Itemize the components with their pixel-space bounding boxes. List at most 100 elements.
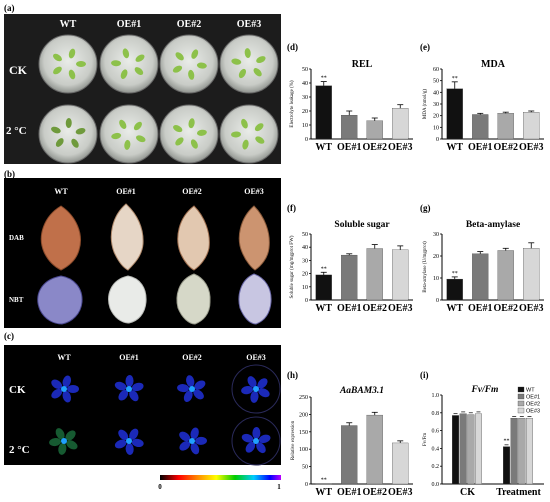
seedling [68, 69, 76, 80]
fluorescent-leaf [51, 388, 63, 399]
leaf-col-oe3: OE#3 [244, 187, 264, 196]
leaf-col-oe2: OE#2 [182, 187, 202, 196]
fluorescent-leaf [55, 428, 65, 440]
pot-outline [231, 416, 281, 466]
fluorescent-leaf [118, 389, 129, 401]
legend-label: OE#2 [526, 402, 540, 408]
fluorescent-leaf [241, 433, 254, 443]
fluorescent-leaf [131, 438, 144, 448]
petri-dish [159, 104, 219, 164]
seedling [196, 129, 207, 136]
bar [341, 254, 358, 301]
seedling [190, 139, 198, 149]
bar [467, 414, 475, 485]
fluorescent-leaf [114, 439, 127, 449]
seedling [231, 131, 242, 138]
chart-e-mda: MDA 0 10 20 30 40 50 60 MDA (nmol/g) ** WT OE#1 OE#2… [423, 59, 544, 153]
fluorescent-core [61, 386, 67, 392]
y-tick-label: 0.8 [432, 411, 440, 417]
y-tick-label: 0 [436, 137, 439, 143]
y-tick-label: 0 [305, 482, 308, 488]
leaf-col-oe1: OE#1 [116, 187, 136, 196]
leaf-dab-wt [40, 205, 81, 271]
chart-d-rel: REL 0 10 20 30 40 50 Electrolyte leakage (%) ** W… [290, 59, 413, 153]
petri-dish [99, 34, 159, 94]
chart-title: Fv/Fm [471, 385, 499, 395]
x-tick-label: OE#2 [494, 142, 518, 153]
chart-title: REL [352, 59, 373, 70]
bar [503, 446, 510, 485]
seedling [253, 68, 262, 77]
bar [497, 113, 514, 140]
y-tick-label: 0 [436, 298, 439, 304]
bar [392, 108, 409, 140]
bar [518, 417, 526, 485]
seedling [241, 118, 248, 129]
y-tick-label: 30 [433, 232, 439, 238]
seedling [175, 52, 184, 61]
fluorescent-leaf [62, 375, 71, 388]
y-tick-label: 0 [305, 137, 308, 143]
leaf-nbt-oe3 [238, 273, 272, 325]
seedling [242, 139, 249, 150]
y-tick-label: 20 [433, 114, 439, 120]
y-tick-label: 40 [302, 81, 308, 87]
y-tick-label: 0.0 [432, 482, 440, 488]
y-tick-label: 0 [305, 298, 308, 304]
chart-title: Beta-amylase [466, 220, 520, 230]
y-tick-label: 100 [299, 447, 308, 453]
plate-col-wt: WT [60, 19, 77, 30]
fluor-col-oe3: OE#3 [246, 353, 266, 362]
fluorescent-core [126, 438, 132, 444]
seedling-plates-photo: WT OE#1 OE#2 OE#3 CK 2 °C [4, 14, 281, 164]
fluorescent-leaf [125, 375, 134, 388]
fluorescent-core [61, 438, 67, 444]
y-tick-label: 60 [433, 67, 439, 73]
chart-h-aabam31: AaBAM3.1 0 50 100 150 200 250 Relative expressi… [291, 386, 413, 498]
fluorescent-leaf [51, 379, 63, 390]
fluorescent-leaf [252, 427, 261, 440]
petri-dish [99, 104, 159, 164]
y-tick-label: 50 [302, 67, 308, 73]
seedling [122, 48, 130, 59]
seedling [188, 69, 195, 80]
bar [523, 112, 540, 140]
chart-f-soluble-sugar: Soluble sugar 0 10 20 30 40 50 Soluble sugar (m… [290, 220, 413, 314]
seedling [134, 67, 144, 76]
bar [392, 442, 409, 485]
fluorescent-leaf [258, 388, 270, 398]
seedling [256, 56, 266, 64]
panel-label-f: (f) [287, 203, 296, 213]
chart-title: AaBAM3.1 [339, 386, 384, 396]
fluorescent-leaf [118, 429, 129, 441]
panel-label-g: (g) [420, 203, 431, 213]
leaf-row-nbt: NBT [9, 296, 24, 304]
fluor-col-oe2: OE#2 [182, 353, 202, 362]
legend-swatch [517, 386, 525, 393]
y-tick-label: 150 [299, 430, 308, 436]
y-tick-label: 10 [433, 125, 439, 131]
y-tick-label: 50 [302, 232, 308, 238]
y-tick-label: 20 [302, 272, 308, 278]
fluorescent-leaf [241, 386, 254, 395]
leaf-nbt-wt [37, 275, 83, 325]
seedling [76, 61, 86, 67]
x-tick-label: WT [315, 142, 332, 153]
bar [315, 483, 332, 485]
fluorescent-leaf [186, 375, 195, 388]
y-axis-label: Beta-amylase (U/mgprot) [423, 241, 428, 293]
fluorescent-core [253, 386, 259, 392]
fluorescent-leaf [177, 384, 190, 393]
fluorescent-leaf [194, 380, 206, 390]
y-tick-label: 0.6 [432, 429, 440, 435]
fluorescent-leaf [190, 427, 199, 440]
y-tick-label: 250 [299, 395, 308, 401]
plate-col-oe2: OE#2 [177, 19, 201, 30]
y-tick-label: 10 [302, 285, 308, 291]
pot-outline [231, 364, 281, 414]
significance-marker: ** [452, 76, 458, 82]
plate-col-oe1: OE#1 [117, 19, 141, 30]
x-tick-label: OE#1 [337, 142, 361, 153]
chart-i-fvfm: Fv/Fm 0.0 0.2 0.4 0.6 0.8 1.0 Fv/Fm CK ** Treatmen… [423, 385, 544, 498]
chart-title: Soluble sugar [334, 220, 390, 230]
